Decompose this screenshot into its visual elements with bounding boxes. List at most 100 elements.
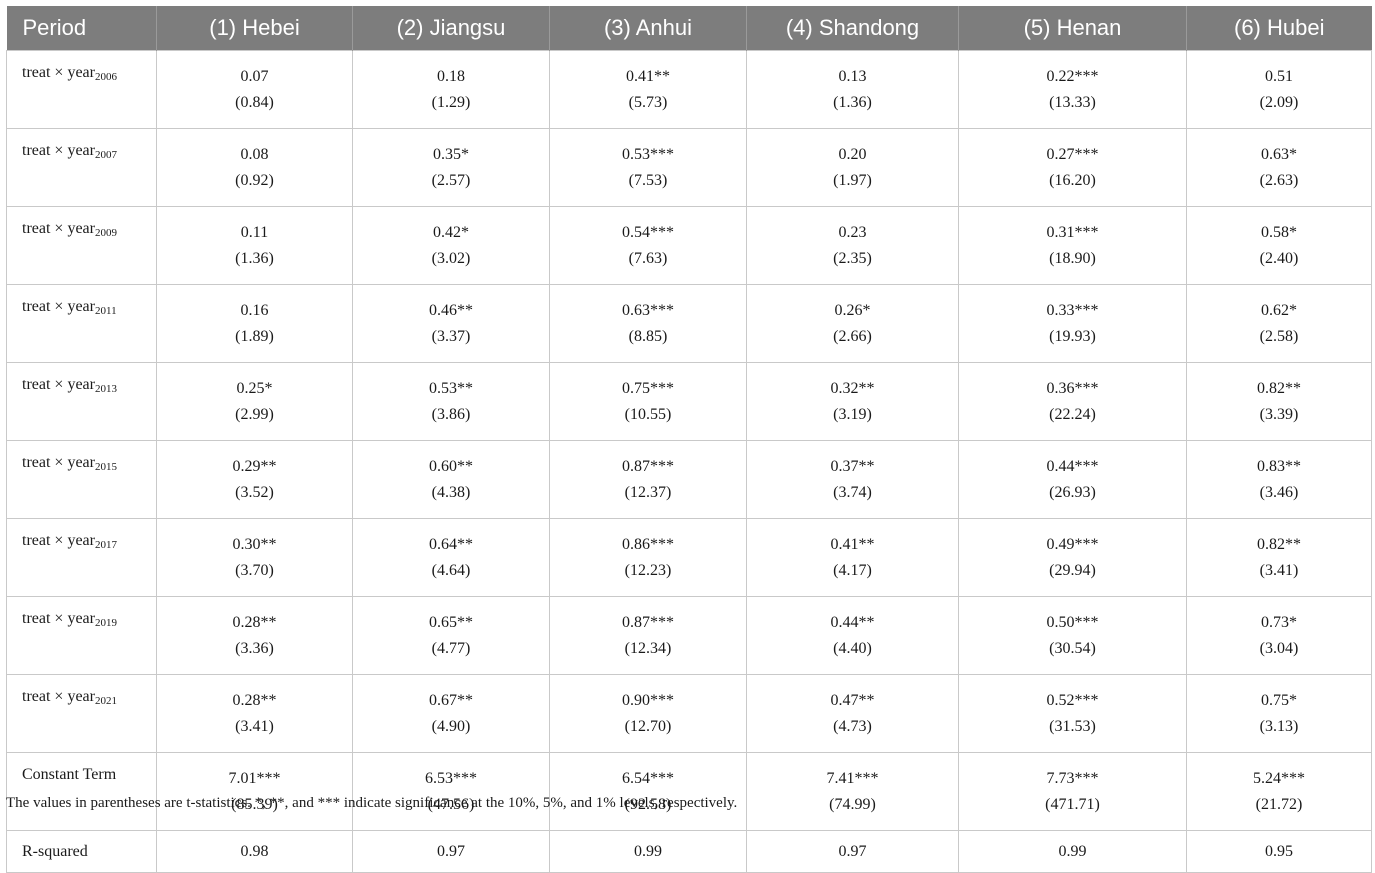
rsquared-label: R-squared bbox=[6, 830, 157, 873]
table-cell: 0.52*** (31.53) bbox=[958, 674, 1187, 753]
t-statistic: (8.85) bbox=[628, 327, 668, 345]
table-row: treat × year2007 0.08 (0.92) 0.35* (2.57) 0.5… bbox=[6, 128, 1372, 207]
coefficient: 0.22*** bbox=[1046, 67, 1099, 85]
coefficient: 0.87*** bbox=[622, 613, 674, 631]
header-anhui: (3) Anhui bbox=[549, 6, 747, 51]
coefficient: 0.50*** bbox=[1046, 613, 1099, 631]
t-statistic: (12.34) bbox=[624, 639, 672, 657]
table-note: The values in parentheses are t-statisti… bbox=[6, 795, 738, 811]
coefficient: 0.82** bbox=[1257, 535, 1301, 553]
table-cell: 0.65** (4.77) bbox=[352, 596, 550, 675]
coefficient: 0.16 bbox=[240, 301, 269, 319]
t-statistic: (1.29) bbox=[431, 93, 471, 111]
coefficient: 0.31*** bbox=[1046, 223, 1099, 241]
t-statistic: (12.37) bbox=[624, 483, 672, 501]
table-cell: 0.82** (3.41) bbox=[1186, 518, 1372, 597]
coefficient: 0.75* bbox=[1261, 691, 1297, 709]
t-statistic: (4.77) bbox=[431, 639, 471, 657]
table-cell: 0.67** (4.90) bbox=[352, 674, 550, 753]
row-label-year: 2013 bbox=[94, 383, 117, 395]
coefficient: 0.42* bbox=[433, 223, 469, 241]
t-statistic: (2.57) bbox=[431, 171, 471, 189]
coefficient: 7.41*** bbox=[826, 769, 879, 787]
t-statistic: (31.53) bbox=[1049, 717, 1096, 735]
table-cell: 0.28** (3.41) bbox=[156, 674, 353, 753]
t-statistic: (3.13) bbox=[1259, 717, 1299, 735]
row-label-year: 2021 bbox=[94, 695, 117, 707]
coefficient: 0.53*** bbox=[622, 145, 674, 163]
t-statistic: (2.35) bbox=[833, 249, 872, 267]
t-statistic: (3.19) bbox=[833, 405, 872, 423]
table-cell: 0.28** (3.36) bbox=[156, 596, 353, 675]
table-row: treat × year2019 0.28** (3.36) 0.65** (4.77)… bbox=[6, 596, 1372, 675]
table-cell: 0.58* (2.40) bbox=[1186, 206, 1372, 285]
table-cell: 0.53*** (7.53) bbox=[549, 128, 747, 207]
t-statistic: (3.70) bbox=[235, 561, 274, 579]
coefficient: 5.24*** bbox=[1253, 769, 1305, 787]
table-cell: 0.90*** (12.70) bbox=[549, 674, 747, 753]
table-row: treat × year2013 0.25* (2.99) 0.53** (3.86) 0… bbox=[6, 362, 1372, 441]
table-cell: 0.26* (2.66) bbox=[746, 284, 959, 363]
rsquared-value: 0.99 bbox=[958, 830, 1187, 873]
coefficient: 0.63*** bbox=[622, 301, 674, 319]
table-cell: 6.53*** (47.56) bbox=[352, 752, 550, 831]
header-period: Period bbox=[6, 6, 157, 51]
header-henan: (5) Henan bbox=[958, 6, 1187, 51]
t-statistic: (3.86) bbox=[431, 405, 471, 423]
table-cell: 0.60** (4.38) bbox=[352, 440, 550, 519]
coefficient: 0.49*** bbox=[1046, 535, 1099, 553]
table-cell: 0.73* (3.04) bbox=[1186, 596, 1372, 675]
table-cell: 0.75* (3.13) bbox=[1186, 674, 1372, 753]
t-statistic: (18.90) bbox=[1049, 249, 1096, 267]
table-cell: 0.49*** (29.94) bbox=[958, 518, 1187, 597]
row-label: treat × year2007 bbox=[6, 128, 157, 207]
table-cell: 0.42* (3.02) bbox=[352, 206, 550, 285]
header-hebei: (1) Hebei bbox=[156, 6, 353, 51]
coefficient: 0.28** bbox=[232, 691, 277, 709]
table-cell: 0.32** (3.19) bbox=[746, 362, 959, 441]
row-label: treat × year2011 bbox=[6, 284, 157, 363]
row-label-text: treat × year bbox=[22, 64, 95, 81]
coefficient: 0.51 bbox=[1265, 67, 1293, 85]
table-cell: 0.87*** (12.34) bbox=[549, 596, 747, 675]
t-statistic: (3.41) bbox=[235, 717, 274, 735]
table-cell: 0.31*** (18.90) bbox=[958, 206, 1187, 285]
row-label: treat × year2009 bbox=[6, 206, 157, 285]
table-cell: 0.62* (2.58) bbox=[1186, 284, 1372, 363]
t-statistic: (4.40) bbox=[833, 639, 872, 657]
t-statistic: (92.58) bbox=[624, 795, 672, 813]
coefficient: 0.33*** bbox=[1046, 301, 1099, 319]
coefficient: 0.83** bbox=[1257, 457, 1301, 475]
t-statistic: (4.73) bbox=[833, 717, 872, 735]
coefficient: 0.07 bbox=[240, 67, 269, 85]
t-statistic: (471.71) bbox=[1045, 795, 1100, 813]
coefficient: 6.54*** bbox=[622, 769, 674, 787]
coefficient: 0.41** bbox=[626, 67, 670, 85]
coefficient: 0.27*** bbox=[1046, 145, 1099, 163]
coefficient: 0.63* bbox=[1261, 145, 1297, 163]
row-label-year: 2011 bbox=[94, 305, 117, 317]
table-cell: 0.37** (3.74) bbox=[746, 440, 959, 519]
t-statistic: (2.66) bbox=[833, 327, 872, 345]
coefficient: 0.35* bbox=[433, 145, 469, 163]
coefficient: 0.87*** bbox=[622, 457, 674, 475]
t-statistic: (21.72) bbox=[1255, 795, 1303, 813]
table-cell: 0.64** (4.64) bbox=[352, 518, 550, 597]
t-statistic: (3.41) bbox=[1259, 561, 1299, 579]
table-cell: 0.87*** (12.37) bbox=[549, 440, 747, 519]
row-label-text: treat × year bbox=[22, 454, 95, 471]
coefficient: 0.47** bbox=[830, 691, 875, 709]
coefficient: 6.53*** bbox=[425, 769, 477, 787]
coefficient: 0.53** bbox=[429, 379, 473, 397]
table-row: Constant Term 7.01*** (85.39) 6.53*** (47.56… bbox=[6, 752, 1372, 831]
row-label-text: treat × year bbox=[22, 376, 95, 393]
table-cell: 0.63*** (8.85) bbox=[549, 284, 747, 363]
t-statistic: (2.58) bbox=[1259, 327, 1299, 345]
t-statistic: (2.63) bbox=[1259, 171, 1299, 189]
row-label-text: Constant Term bbox=[22, 766, 117, 783]
row-label: treat × year2013 bbox=[6, 362, 157, 441]
table-cell: 0.63* (2.63) bbox=[1186, 128, 1372, 207]
row-label-year: 2007 bbox=[94, 149, 117, 161]
row-label: treat × year2019 bbox=[6, 596, 157, 675]
t-statistic: (3.36) bbox=[235, 639, 274, 657]
